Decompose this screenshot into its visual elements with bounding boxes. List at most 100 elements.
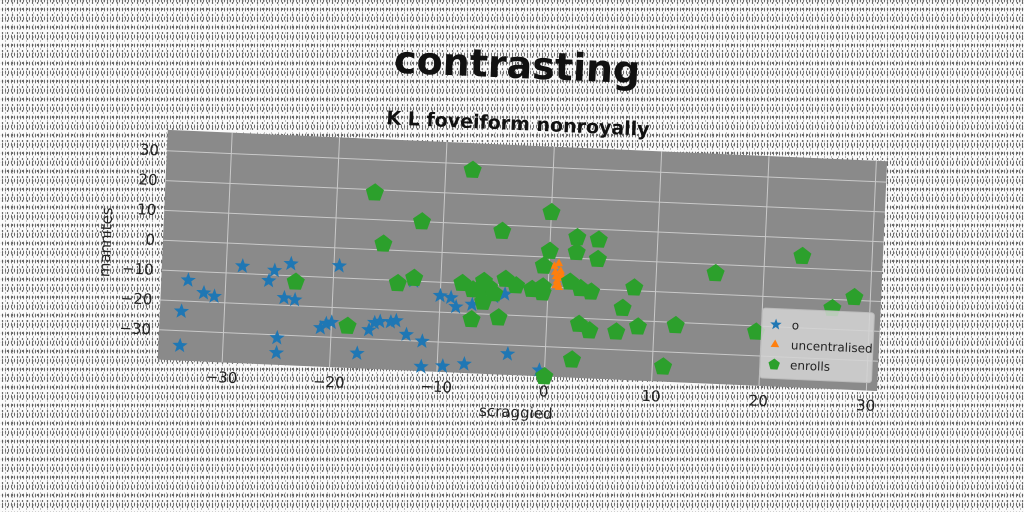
series-2-point [625, 278, 644, 296]
y-tick-label: −10 [122, 259, 154, 278]
series-2-point [542, 202, 561, 221]
y-tick-label: 30 [139, 141, 159, 160]
x-tick-label: 0 [538, 382, 548, 400]
series-2-point [365, 183, 384, 201]
legend-marker [770, 339, 780, 348]
x-tick-labels: −30 −20 −10 0 10 20 30 [205, 368, 875, 415]
series-0-point [206, 288, 222, 304]
series-0-point [318, 315, 334, 331]
series-1-point [549, 261, 559, 270]
series-0-point [361, 322, 377, 337]
series-1-point [556, 266, 565, 274]
series-0-point [268, 344, 285, 360]
y-tick-label: 0 [145, 231, 155, 249]
series-2-point [588, 249, 607, 268]
series-2-point [706, 263, 725, 282]
legend-marker [768, 358, 780, 370]
series-0-point [372, 313, 388, 329]
series-1-point [557, 270, 566, 279]
series-2-point [535, 367, 554, 385]
y-grid-line [166, 150, 887, 183]
chart-title: contrasting [393, 38, 641, 93]
series-0-point [313, 319, 329, 335]
y-tick-label: 20 [138, 170, 158, 189]
series-2-point [666, 315, 685, 334]
series-0-point [464, 296, 480, 312]
series-0-point [432, 287, 448, 303]
series-0-point [366, 314, 383, 330]
series-2-point [469, 280, 488, 298]
series-2-point [489, 308, 508, 326]
series-1-point [554, 258, 564, 267]
series-2-point [540, 241, 559, 260]
y-tick-label: −30 [119, 319, 151, 338]
series-0-point [435, 358, 451, 373]
series-0-point [349, 345, 365, 361]
series-2-point [462, 309, 481, 328]
series-2-point [413, 212, 432, 230]
x-grid-line [329, 137, 341, 368]
series-2-point [534, 256, 553, 274]
series-2-point [493, 221, 512, 240]
series-2-point [374, 234, 393, 252]
legend: o uncentralised enrolls [759, 307, 875, 384]
series-2-point [286, 272, 305, 290]
series-0-point [261, 272, 277, 288]
y-grid-line [162, 239, 883, 273]
legend-marker [770, 318, 782, 330]
series-2-point [562, 350, 582, 368]
legend-box [759, 307, 875, 384]
y-grid-line [164, 209, 884, 243]
y-tick-labels: −30 −20 −10 0 10 20 30 [119, 141, 159, 339]
series-2-point [567, 242, 586, 261]
legend-label: enrolls [790, 358, 830, 374]
series-2-point [405, 268, 424, 287]
data-points [172, 160, 864, 385]
series-0-point [443, 289, 459, 305]
series-0-point [398, 326, 414, 342]
series-2-point [607, 322, 626, 340]
series-0-point [500, 345, 516, 361]
y-tick-label: 10 [137, 200, 157, 219]
chart-subtitle: K L foveiform nonroyally [386, 107, 651, 140]
series-0-point [283, 255, 299, 271]
series-0-point [172, 337, 188, 353]
series-2-point [582, 282, 601, 300]
x-tick-label: 10 [641, 387, 661, 406]
x-tick-label: −30 [205, 368, 237, 387]
series-2-point [628, 317, 647, 335]
series-0-point [414, 333, 430, 348]
series-0-point [413, 358, 429, 374]
series-0-point [331, 257, 348, 273]
series-0-point [287, 291, 303, 307]
series-2-point [507, 276, 526, 294]
series-0-point [456, 356, 472, 371]
series-2-point [845, 287, 864, 306]
series-2-point [747, 322, 766, 340]
series-0-point [323, 314, 340, 330]
series-0-point [497, 286, 513, 301]
y-axis-label: mannites [95, 207, 116, 278]
series-2-point [589, 230, 608, 248]
x-tick-label: 20 [748, 391, 768, 410]
series-0-point [383, 313, 399, 329]
legend-label: o [792, 318, 800, 332]
series-2-point [654, 357, 673, 375]
x-grid-line [221, 132, 233, 363]
x-grid-line [436, 142, 448, 372]
series-0-point [276, 289, 292, 305]
x-axis-label: scraggied [479, 402, 553, 423]
plot-area: −30 −20 −10 0 10 20 30 −30 −20 −10 0 10 20 30 scragg… [95, 129, 888, 423]
series-0-point [196, 284, 212, 300]
series-0-point [269, 329, 285, 345]
series-2-point [463, 160, 482, 179]
y-tick-label: −20 [120, 289, 152, 308]
series-0-point [448, 298, 464, 314]
series-1-point [554, 282, 564, 291]
series-2-point [338, 316, 357, 335]
series-0-point [173, 303, 190, 319]
series-2-point [533, 283, 552, 301]
x-grid-line [651, 151, 663, 382]
series-2-point [568, 227, 587, 246]
legend-label: uncentralised [791, 338, 873, 356]
